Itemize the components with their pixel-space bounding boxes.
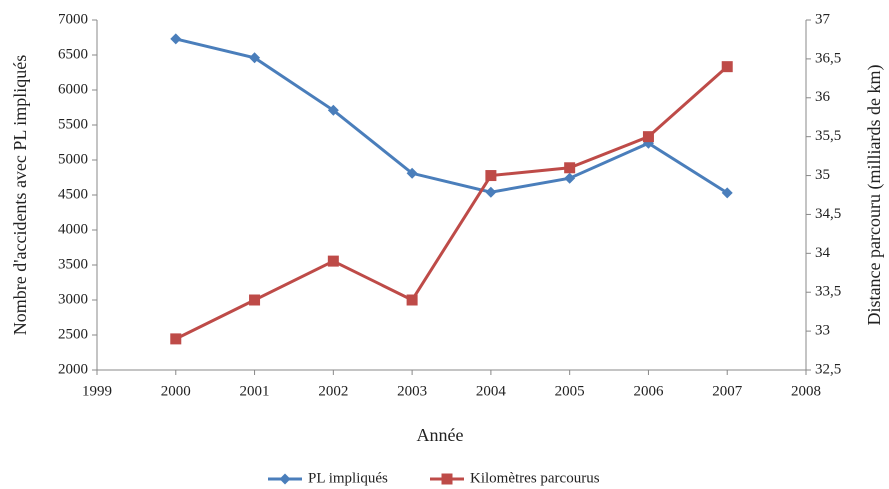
- y-axis-title: Nombre d'accidents avec PL impliqués: [10, 55, 30, 336]
- y-tick-label: 7000: [58, 11, 88, 27]
- y-tick-label: 5500: [58, 116, 88, 132]
- legend-label: Kilomètres parcourus: [470, 470, 600, 486]
- x-tick-label: 2001: [240, 383, 270, 399]
- x-tick-label: 2008: [791, 383, 821, 399]
- y2-tick-label: 34: [815, 245, 831, 261]
- x-tick-label: 2007: [712, 383, 743, 399]
- y2-tick-label: 33: [815, 323, 830, 339]
- y2-tick-label: 34,5: [815, 206, 841, 222]
- y2-tick-label: 32,5: [815, 361, 841, 377]
- y-tick-label: 5000: [58, 151, 88, 167]
- data-point: [485, 186, 497, 198]
- data-point: [406, 294, 418, 306]
- y-tick-label: 4000: [58, 221, 88, 237]
- x-tick-label: 2002: [318, 383, 348, 399]
- y-tick-label: 3000: [58, 291, 88, 307]
- data-point: [327, 255, 339, 267]
- data-point: [721, 61, 733, 73]
- series-line: [175, 37, 729, 195]
- data-point: [642, 131, 654, 143]
- y2-tick-label: 35: [815, 167, 830, 183]
- data-point: [564, 172, 576, 184]
- data-point: [406, 167, 418, 179]
- y2-tick-label: 36,5: [815, 50, 841, 66]
- y-tick-label: 6500: [58, 46, 88, 62]
- y2-axis-title: Distance parcouru (milliards de km): [864, 65, 885, 326]
- data-point: [249, 294, 261, 306]
- x-tick-label: 2004: [476, 383, 507, 399]
- y2-tick-label: 35,5: [815, 128, 841, 144]
- data-point: [721, 187, 733, 199]
- x-tick-label: 2005: [555, 383, 585, 399]
- legend-label: PL impliqués: [308, 470, 388, 486]
- x-axis-title: Année: [417, 425, 464, 445]
- x-tick-label: 2003: [397, 383, 427, 399]
- x-tick-label: 2000: [161, 383, 191, 399]
- data-point: [485, 170, 497, 182]
- x-tick-label: 2006: [633, 383, 664, 399]
- data-point: [249, 52, 261, 64]
- legend-marker: [279, 473, 291, 485]
- data-point: [327, 104, 339, 116]
- y-tick-label: 2500: [58, 326, 88, 342]
- data-point: [170, 33, 182, 45]
- y-tick-label: 6000: [58, 81, 88, 97]
- data-point: [170, 333, 182, 345]
- data-point: [564, 162, 576, 174]
- y-tick-label: 3500: [58, 256, 88, 272]
- series-line: [175, 65, 729, 341]
- y2-tick-label: 36: [815, 89, 831, 105]
- y-tick-label: 2000: [58, 361, 88, 377]
- y2-tick-label: 37: [815, 11, 831, 27]
- x-tick-label: 1999: [82, 383, 112, 399]
- y2-tick-label: 33,5: [815, 284, 841, 300]
- y-tick-label: 4500: [58, 186, 88, 202]
- legend-marker: [441, 473, 453, 485]
